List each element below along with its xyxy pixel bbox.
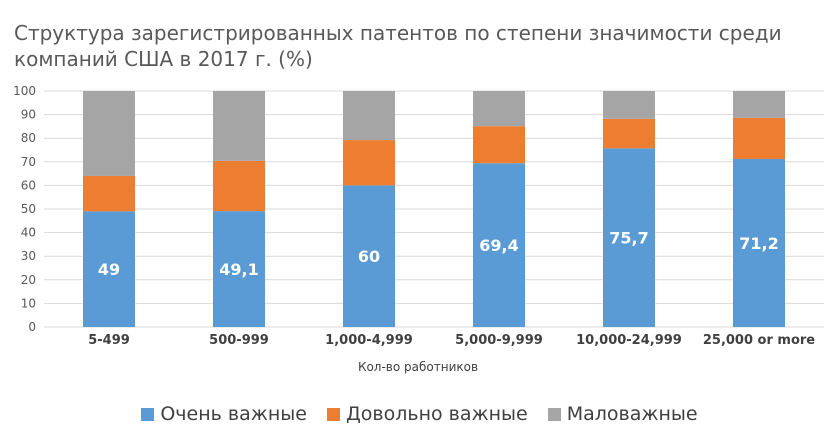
y-tick-label: 40 <box>21 226 36 240</box>
data-label: 71,2 <box>739 234 778 253</box>
x-tick-label: 5,000-9,999 <box>455 333 543 348</box>
plot-area: 0 10 20 30 40 50 60 70 80 90 100 49 5-499 49,1 500-999… <box>13 84 824 374</box>
bar-segment <box>83 175 135 212</box>
bar-segment <box>473 91 525 127</box>
bar-segment <box>473 163 525 327</box>
y-tick-label: 60 <box>21 178 36 192</box>
legend-label: Маловажные <box>566 403 698 425</box>
bar-segment <box>343 140 395 186</box>
legend-swatch <box>326 407 340 421</box>
bar-segment <box>603 148 655 327</box>
y-tick-label: 100 <box>13 84 36 98</box>
bar-segment <box>733 117 785 159</box>
x-tick-label: 500-999 <box>209 333 269 348</box>
bar-segment <box>83 211 135 327</box>
data-label: 69,4 <box>479 236 518 255</box>
y-tick-label: 80 <box>21 131 36 145</box>
x-tick-label: 25,000 or more <box>703 333 815 348</box>
data-label: 49,1 <box>219 260 258 279</box>
bar-segment <box>603 118 655 149</box>
legend-item: Довольно важные <box>326 403 528 425</box>
y-tick-label: 90 <box>21 108 36 122</box>
y-tick-label: 10 <box>21 296 36 310</box>
data-label: 49 <box>98 260 120 279</box>
bar-segment <box>733 91 785 118</box>
bar-segment <box>83 91 135 176</box>
legend-swatch <box>547 407 561 421</box>
legend-swatch <box>141 407 155 421</box>
y-tick-label: 0 <box>28 320 36 334</box>
legend-item: Очень важные <box>141 403 307 425</box>
y-tick-label: 20 <box>21 273 36 287</box>
data-label: 60 <box>358 247 380 266</box>
chart-title: Структура зарегистрированных патентов по… <box>14 21 782 71</box>
legend: Очень важные Довольно важные Маловажные <box>0 403 839 425</box>
x-tick-label: 10,000-24,999 <box>576 333 682 348</box>
bar-segment <box>213 91 265 161</box>
bar-segment <box>343 91 395 141</box>
bar-segment <box>343 185 395 327</box>
bar-segment <box>733 158 785 327</box>
y-tick-label: 50 <box>21 202 36 216</box>
bar-segment <box>213 211 265 327</box>
bar-segment <box>603 91 655 119</box>
y-tick-label: 70 <box>21 155 36 169</box>
legend-label: Очень важные <box>160 403 307 425</box>
x-tick-label: 1,000-4,999 <box>325 333 413 348</box>
x-tick-label: 5-499 <box>88 333 130 348</box>
legend-label: Довольно важные <box>345 403 528 425</box>
bar-segment <box>213 160 265 212</box>
bar-segment <box>473 126 525 164</box>
y-tick-label: 30 <box>21 249 36 263</box>
x-axis-label: Кол-во работников <box>358 360 478 374</box>
legend-item: Маловажные <box>547 403 698 425</box>
data-label: 75,7 <box>609 229 648 248</box>
